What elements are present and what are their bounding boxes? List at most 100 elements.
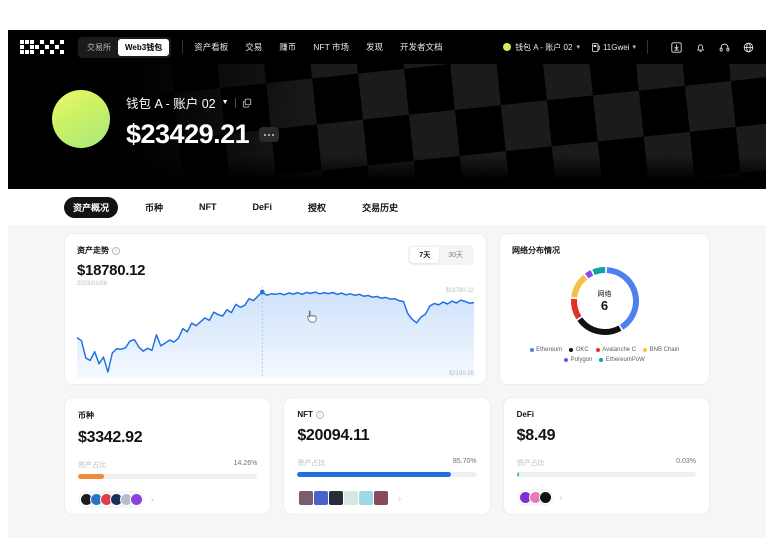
legend-item-bnb-chain[interactable]: BNB Chain xyxy=(643,347,679,353)
nav-divider xyxy=(182,40,184,54)
hero-divider xyxy=(234,97,236,108)
donut-segment-avalanche-c[interactable] xyxy=(570,298,581,320)
segment-web3-wallet[interactable]: Web3钱包 xyxy=(118,38,170,56)
stat-chip-row[interactable]: › xyxy=(78,491,257,508)
donut-center-label: 网络 6 xyxy=(566,262,644,340)
black-protocol-icon[interactable] xyxy=(538,491,552,504)
info-icon[interactable]: i xyxy=(315,410,324,419)
donut-segment-ethereumpow[interactable] xyxy=(591,266,605,276)
nft-thumb-5[interactable] xyxy=(359,491,374,505)
tab-approvals[interactable]: 授权 xyxy=(308,202,327,213)
nav-link-discover[interactable]: 发现 xyxy=(365,42,383,52)
asset-trend-header: 资产走势 i $18780.12 2023/01/08 7天 30天 xyxy=(77,245,474,287)
nft-thumb-6[interactable] xyxy=(374,491,389,505)
donut-segment-bnb-chain[interactable] xyxy=(570,274,587,298)
range-option-7d[interactable]: 7天 xyxy=(410,247,440,263)
wallet-name-row[interactable]: 钱包 A - 账户 02 ▼ xyxy=(126,93,279,112)
okx-web3-wallet-app: 交易所 Web3钱包 资产看板 交易 赚币 NFT 市场 发现 开发者文档 钱包… xyxy=(8,30,766,538)
stat-card-tokens: 币种 $3342.92 资产占比 14.26% › xyxy=(64,397,272,515)
stat-title-row: 币种 xyxy=(78,410,257,421)
more-actions-button[interactable] xyxy=(259,127,280,142)
tab-tokens[interactable]: 币种 xyxy=(145,202,164,213)
stat-value: $20094.11 xyxy=(297,427,370,444)
info-icon[interactable]: i xyxy=(112,246,120,255)
stat-value: $8.49 xyxy=(516,427,556,444)
nav-link-trade[interactable]: 交易 xyxy=(245,42,263,52)
asset-trend-card: 资产走势 i $18780.12 2023/01/08 7天 30天 xyxy=(64,233,487,385)
stat-chip-row[interactable]: › xyxy=(297,489,476,507)
stat-chip-row[interactable]: › xyxy=(516,489,696,506)
nav-link-assets[interactable]: 资产看板 xyxy=(194,42,229,52)
legend-swatch xyxy=(643,348,648,352)
top-card-row: 资产走势 i $18780.12 2023/01/08 7天 30天 xyxy=(64,233,710,385)
wallet-avatar[interactable] xyxy=(52,90,110,148)
stat-title-row: NFT i xyxy=(297,410,476,419)
tab-transaction-history[interactable]: 交易历史 xyxy=(362,202,399,213)
copy-icon[interactable] xyxy=(242,98,252,108)
asset-tabs: 资产概况 币种 NFT DeFi 授权 交易历史 xyxy=(8,189,766,225)
stat-card-defi: DeFi $8.49 资产占比 0.03% › xyxy=(502,397,710,515)
balance-row: $23429.21 xyxy=(126,119,280,150)
nft-thumb-2[interactable] xyxy=(314,491,329,505)
nav-link-nft-market[interactable]: NFT 市场 xyxy=(313,42,349,52)
stat-card-nft: NFT i $20094.11 资产占比 85.70% › xyxy=(283,397,491,515)
stat-title: DeFi xyxy=(516,410,534,419)
asset-trend-svg xyxy=(77,286,474,378)
okx-logo[interactable] xyxy=(20,40,64,54)
stat-progress-fill xyxy=(78,474,104,479)
product-switcher[interactable]: 交易所 Web3钱包 xyxy=(78,36,172,58)
account-selector[interactable]: 钱包 A - 账户 02 ▾ xyxy=(503,42,580,53)
wallet-name: 钱包 A - 账户 02 xyxy=(126,97,216,111)
stat-ratio-value: 0.03% xyxy=(676,458,696,465)
chevron-right-icon[interactable]: › xyxy=(398,493,401,503)
account-avatar-dot xyxy=(503,43,512,51)
nft-thumb-4[interactable] xyxy=(344,491,359,505)
asset-trend-date: 2023/01/08 xyxy=(77,281,108,287)
range-option-30d[interactable]: 30天 xyxy=(448,252,463,259)
nft-thumbnail-stack[interactable] xyxy=(297,489,391,507)
bell-icon[interactable] xyxy=(695,42,706,53)
legend-item-avalanche-c[interactable]: Avalanche C xyxy=(595,347,636,353)
stat-title: NFT xyxy=(297,410,313,419)
chevron-right-icon[interactable]: › xyxy=(559,493,563,502)
download-icon[interactable] xyxy=(671,41,682,53)
donut-segment-ethereum[interactable] xyxy=(606,267,639,330)
top-navigation-bar: 交易所 Web3钱包 资产看板 交易 赚币 NFT 市场 发现 开发者文档 钱包… xyxy=(8,30,766,64)
nft-thumb-1[interactable] xyxy=(299,491,314,505)
gas-indicator[interactable]: 11Gwei ▾ xyxy=(592,43,636,52)
tab-defi[interactable]: DeFi xyxy=(252,202,273,212)
mouse-cursor-icon xyxy=(307,310,317,323)
network-donut[interactable]: 网络 6 xyxy=(566,262,644,340)
donut-segment-okc[interactable] xyxy=(576,317,621,335)
globe-icon[interactable] xyxy=(743,42,754,53)
chevron-right-icon[interactable]: › xyxy=(151,495,154,504)
nft-thumb-3[interactable] xyxy=(329,491,344,505)
asset-trend-value: $18780.12 xyxy=(77,262,146,279)
protocol-icon-stack[interactable] xyxy=(516,489,553,506)
donut-segment-polygon[interactable] xyxy=(584,270,593,279)
stat-card-row: 币种 $3342.92 资产占比 14.26% › NFT i xyxy=(64,397,710,515)
legend-swatch xyxy=(564,358,569,362)
legend-item-ethereum[interactable]: Ethereum xyxy=(529,347,562,353)
chart-low-label: $2190.26 xyxy=(448,371,474,377)
legend-item-okc[interactable]: OKC xyxy=(569,347,589,353)
nav-link-earn[interactable]: 赚币 xyxy=(279,42,297,52)
segment-exchange[interactable]: 交易所 xyxy=(87,42,111,52)
stat-ratio-label: 资产占比 xyxy=(78,462,106,469)
legend-item-polygon[interactable]: Polygon xyxy=(564,357,592,363)
nav-divider-2 xyxy=(647,40,648,54)
legend-label: Polygon xyxy=(570,357,593,363)
purple-token-icon[interactable] xyxy=(130,493,143,506)
chevron-down-icon[interactable]: ▼ xyxy=(221,99,229,106)
headset-icon[interactable] xyxy=(719,42,730,53)
legend-item-ethereumpow[interactable]: EthereumPoW xyxy=(599,357,645,363)
range-toggle[interactable]: 7天 30天 xyxy=(408,245,474,265)
hero-content: 钱包 A - 账户 02 ▼ $23429.21 xyxy=(52,90,280,150)
tab-overview[interactable]: 资产概况 xyxy=(64,196,119,218)
nav-link-developer-docs[interactable]: 开发者文档 xyxy=(400,42,443,52)
hero-bottom-fade xyxy=(8,155,766,189)
donut-label: 网络 xyxy=(597,291,612,298)
asset-trend-plot[interactable]: $18780.12 $2190.26 xyxy=(77,286,474,378)
tab-nft[interactable]: NFT xyxy=(199,202,217,212)
token-icon-stack[interactable] xyxy=(78,491,144,508)
